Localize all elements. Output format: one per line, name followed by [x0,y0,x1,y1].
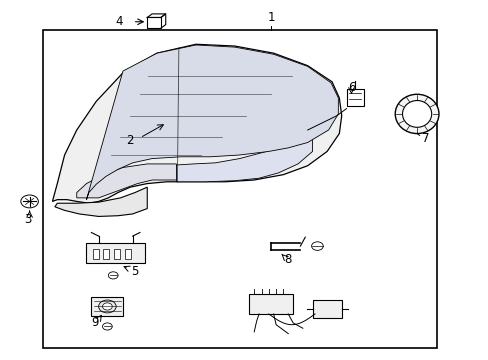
Bar [147,18,161,28]
Bar [103,249,109,259]
Polygon shape [77,164,176,198]
Text: 7: 7 [421,132,428,145]
Bar [249,294,292,314]
Polygon shape [52,44,341,203]
Text: 6: 6 [347,81,354,94]
Text: 2: 2 [126,134,134,147]
Text: 3: 3 [24,213,32,226]
Circle shape [311,242,323,250]
Bar [91,297,122,316]
Ellipse shape [402,100,431,127]
Bar [86,243,144,263]
Circle shape [21,195,38,208]
Text: 1: 1 [267,11,274,24]
Bar [42,30,436,348]
Bar [312,300,341,318]
Text: 8: 8 [284,253,291,266]
Bar [93,249,99,259]
Circle shape [99,300,116,313]
Text: 5: 5 [131,265,139,278]
Bar [114,249,120,259]
Polygon shape [55,187,147,216]
Text: 4: 4 [116,15,123,28]
Polygon shape [176,137,312,182]
Ellipse shape [394,94,438,134]
Bar [124,249,130,259]
Circle shape [102,303,112,310]
Circle shape [102,323,112,330]
Bar [346,89,363,106]
Circle shape [108,272,118,279]
Polygon shape [86,45,338,200]
Text: 9: 9 [91,316,98,329]
